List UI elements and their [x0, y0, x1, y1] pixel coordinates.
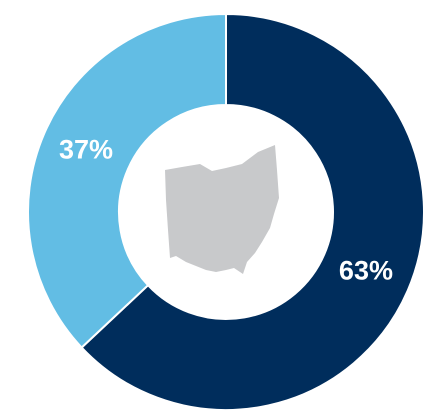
- ohio-shape: [165, 145, 279, 274]
- slices: [27, 12, 424, 411]
- slice-label: 37%: [59, 135, 113, 165]
- slice-label: 63%: [339, 256, 393, 286]
- labels: 63% 37%: [59, 135, 393, 286]
- slice: [80, 12, 424, 411]
- slice: [27, 12, 227, 349]
